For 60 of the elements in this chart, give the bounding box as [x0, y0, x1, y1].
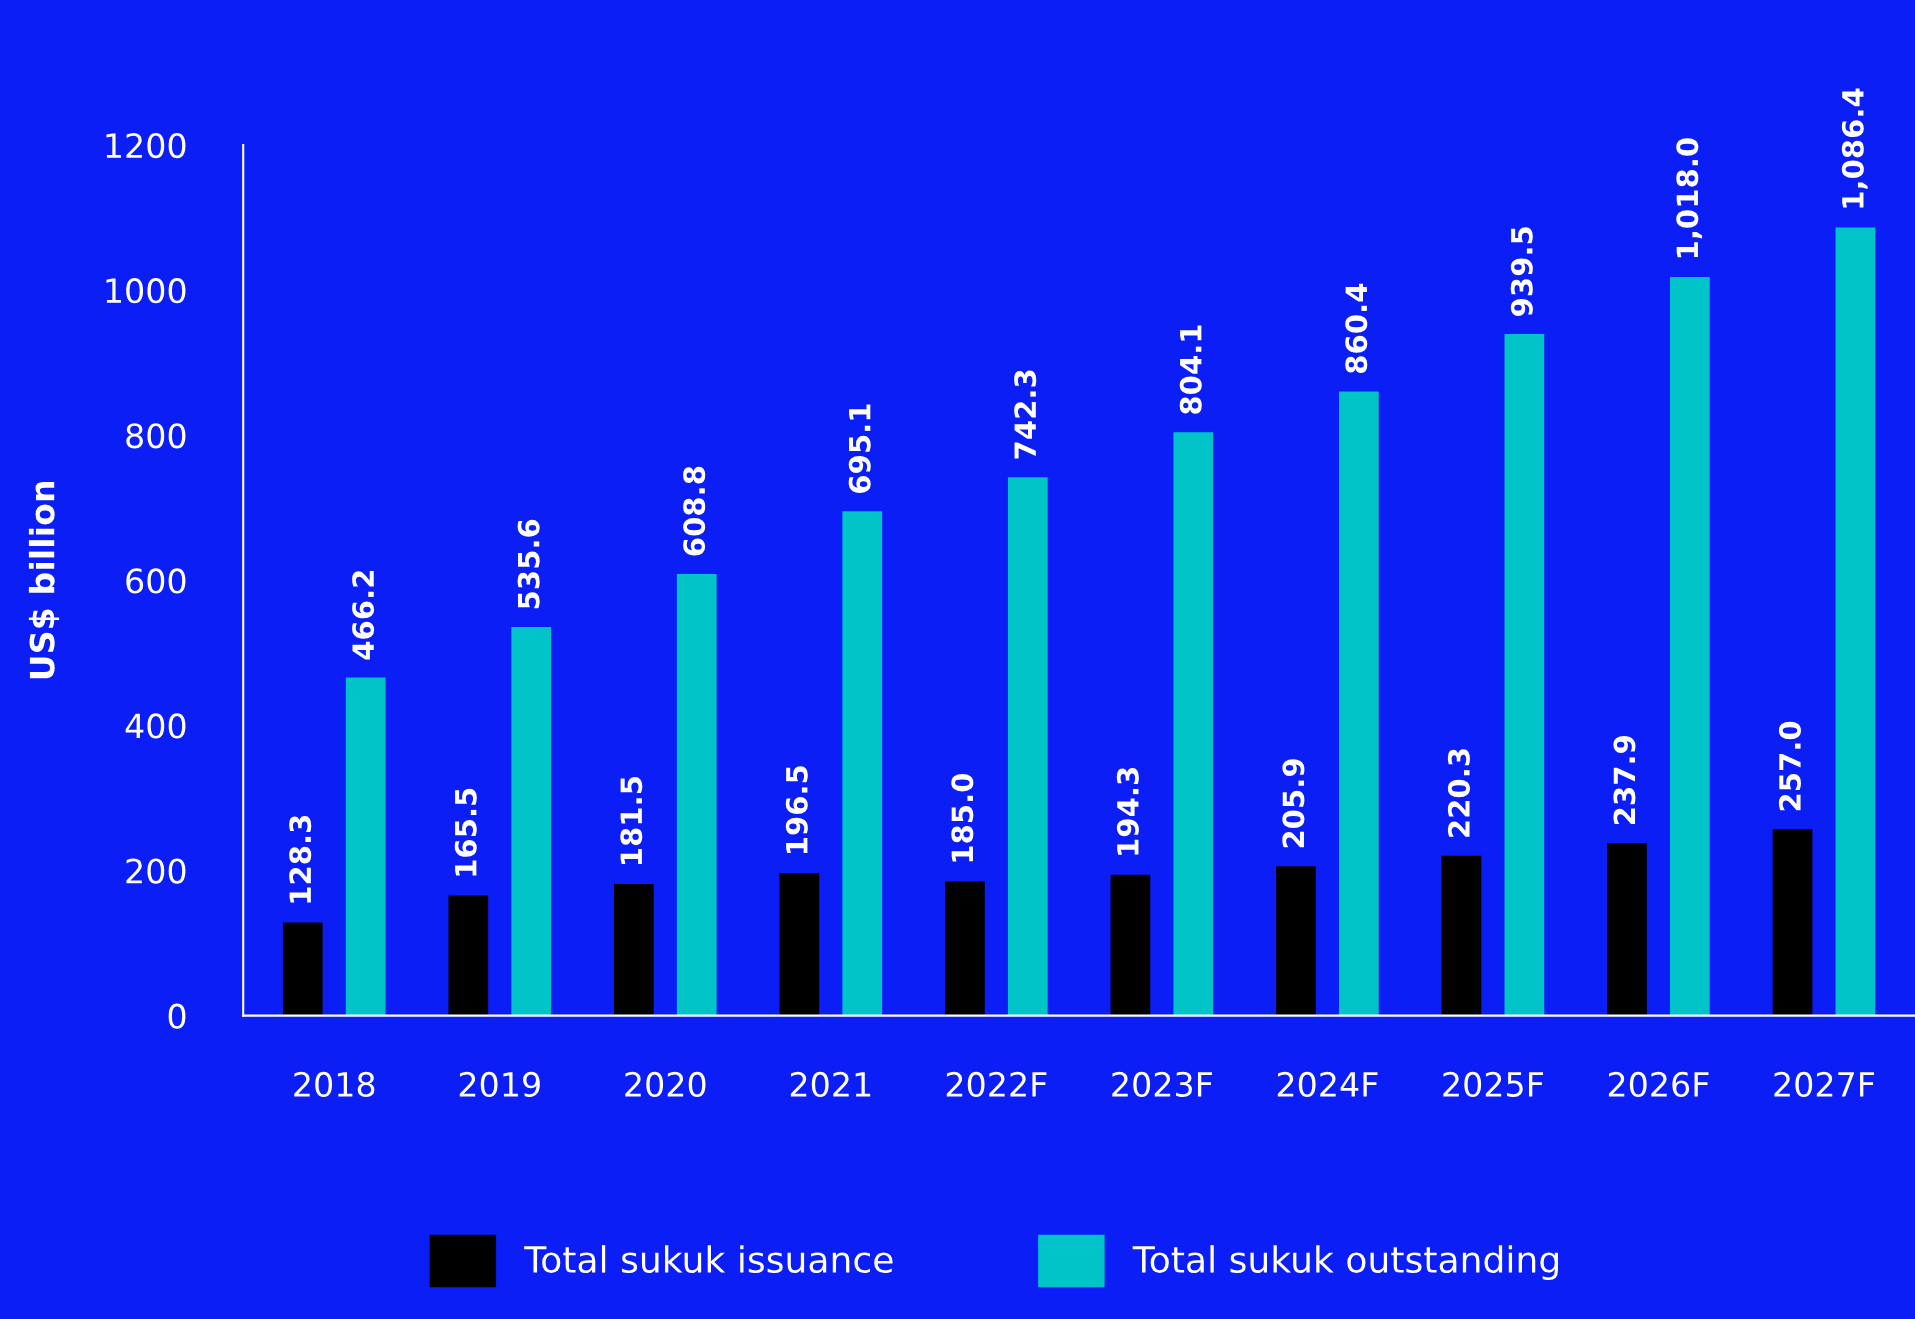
data-label: 185.0 — [951, 773, 974, 862]
data-label: 257.0 — [1778, 721, 1801, 811]
bar — [1007, 477, 1048, 1016]
bar — [842, 511, 883, 1016]
x-tick-label: 2019 — [459, 1071, 540, 1097]
data-label: 939.5 — [1510, 227, 1533, 316]
bar — [1670, 277, 1710, 1016]
x-tick-label: 2021 — [790, 1071, 871, 1097]
bar — [1276, 866, 1316, 1016]
x-tick-label: 2027F — [1774, 1071, 1875, 1097]
data-label: 165.5 — [454, 788, 477, 876]
x-tick-label: 2023F — [1112, 1071, 1212, 1097]
y-tick-label: 600 — [126, 568, 186, 594]
data-label: 205.9 — [1282, 759, 1305, 848]
bar — [676, 573, 717, 1016]
data-label: 695.1 — [848, 404, 871, 493]
bar — [945, 881, 985, 1016]
x-tick-label: 2022F — [946, 1071, 1047, 1097]
legend-label: Total sukuk issuance — [524, 1245, 893, 1274]
bar — [1835, 227, 1876, 1016]
x-tick-label: 2024F — [1277, 1071, 1378, 1097]
bar — [1441, 855, 1482, 1016]
y-tick-label: 200 — [126, 858, 186, 884]
bar — [1173, 432, 1214, 1016]
y-tick-label: 800 — [126, 423, 186, 449]
data-label: 128.3 — [289, 815, 312, 903]
y-axis-title: US$ billion — [28, 481, 60, 679]
y-tick-label: 0 — [168, 1003, 186, 1029]
data-label: 181.5 — [620, 777, 643, 864]
data-label: 742.3 — [1014, 370, 1037, 459]
data-label: 466.2 — [352, 571, 375, 660]
bar — [1772, 829, 1813, 1016]
bar — [448, 895, 489, 1016]
bar — [1607, 843, 1647, 1016]
bar — [1504, 334, 1545, 1016]
bar — [511, 627, 552, 1016]
x-tick-label: 2020 — [625, 1071, 706, 1097]
bar — [345, 677, 386, 1016]
data-label: 804.1 — [1179, 325, 1202, 414]
x-tick-label: 2026F — [1608, 1071, 1709, 1097]
bar — [1110, 874, 1151, 1016]
data-label: 1,018.0 — [1676, 138, 1703, 258]
data-label: 196.5 — [785, 766, 808, 854]
legend-label: Total sukuk outstanding — [1132, 1245, 1558, 1281]
data-label: 220.3 — [1447, 749, 1470, 837]
data-label: 237.9 — [1613, 735, 1636, 825]
y-tick-label: 1200 — [106, 133, 186, 159]
data-label: 194.3 — [1116, 768, 1139, 855]
data-label: 1,086.4 — [1841, 88, 1868, 208]
bar — [779, 873, 820, 1016]
data-label: 860.4 — [1345, 283, 1368, 373]
x-tick-label: 2018 — [294, 1071, 375, 1097]
bar — [282, 922, 323, 1016]
bar — [613, 883, 654, 1016]
y-tick-label: 1000 — [106, 278, 186, 304]
x-tick-label: 2025F — [1443, 1071, 1543, 1097]
data-label: 608.8 — [683, 466, 706, 556]
data-label: 535.6 — [517, 519, 540, 609]
y-tick-label: 400 — [125, 713, 186, 739]
bar — [1338, 391, 1379, 1016]
